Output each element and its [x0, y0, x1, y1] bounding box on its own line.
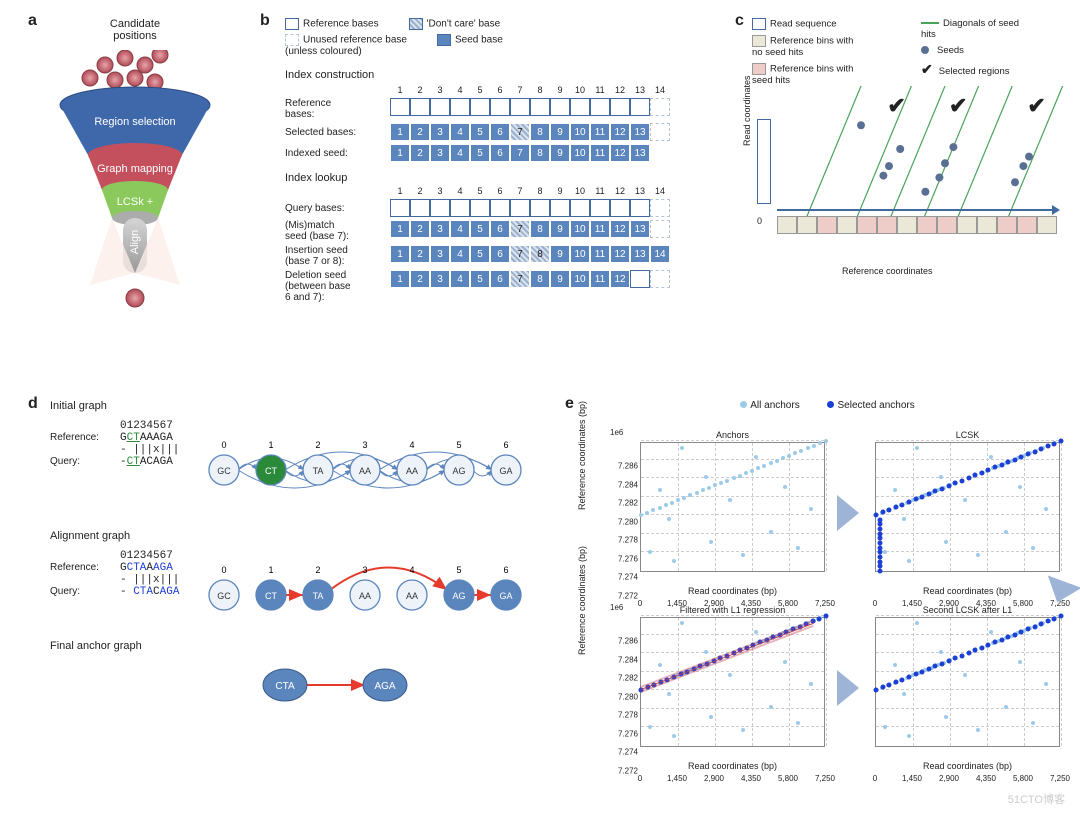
svg-text:CT: CT [265, 466, 277, 476]
legend-selected-regions: ✔Selected regions [921, 61, 1072, 78]
svg-text:AA: AA [406, 591, 418, 601]
e-y-label-1: Reference coordinates (bp) [577, 546, 587, 655]
funnel-layer-0: Region selection [94, 116, 175, 128]
c-x-axis [777, 209, 1057, 211]
d-ref-label-2: Reference: [50, 562, 120, 574]
svg-text:6: 6 [504, 565, 509, 575]
svg-text:1: 1 [269, 440, 274, 450]
svg-text:AA: AA [406, 466, 418, 476]
legend-read-seq: Read sequence [752, 18, 903, 30]
funnel-layer-3: Align [129, 230, 141, 254]
c-y-label: Read coordinates [742, 75, 752, 146]
svg-text:6: 6 [504, 440, 509, 450]
d-initial-title: Initial graph [50, 400, 560, 412]
d-alignment-graph-svg: GC 0 CT 1 TA 2 AA 3 AA 4 AG 5 GA 6 [204, 550, 534, 620]
svg-text:2: 2 [316, 440, 321, 450]
d-alignment-title: Alignment graph [50, 530, 560, 542]
panel-e-label: e [565, 395, 574, 413]
legend-diagonals: Diagonals of seed hits [921, 18, 1072, 40]
panel-b-label: b [260, 12, 270, 30]
svg-text:2: 2 [316, 565, 321, 575]
row-selected-bases: Selected bases:12345678910111213 [285, 123, 715, 141]
row-indexed-seed: Indexed seed:12345678910111213 [285, 144, 715, 162]
d-pos-header-2: 01234567 [120, 550, 179, 562]
d-ref-label: Reference: [50, 432, 120, 444]
row-query-bases: Query bases: [285, 199, 715, 217]
svg-text:TA: TA [313, 466, 324, 476]
d-pos-header: 01234567 [120, 420, 179, 432]
d-align-query: - CTACAGA [120, 586, 179, 598]
d-final-graph-svg: CTA AGA [250, 660, 450, 710]
row-reference-bases: Reference bases: [285, 98, 715, 120]
legend-with-hits: Reference bins with seed hits [752, 63, 903, 86]
c-x-label: Reference coordinates [842, 266, 933, 276]
c-bins-row [777, 216, 1057, 234]
svg-text:3: 3 [363, 565, 368, 575]
c-x-arrow [1052, 205, 1060, 215]
legend-seed-base: Seed base [437, 34, 503, 57]
svg-text:1: 1 [269, 565, 274, 575]
e-legend-all: All anchors [750, 400, 799, 411]
panel-c-label: c [735, 12, 744, 30]
d-query-label: Query: [50, 456, 120, 468]
e-legend-selected: Selected anchors [837, 400, 914, 411]
d-align-ref: GCTAAAGA [120, 562, 173, 574]
d-match-row-2: - |||x||| [120, 574, 179, 586]
legend-ref-bases: Reference bases [285, 18, 379, 30]
panel-d-label: d [28, 395, 38, 413]
svg-text:AG: AG [453, 466, 466, 476]
num-header-2: 1234567891011121314 [390, 186, 715, 196]
funnel-svg [50, 50, 220, 320]
svg-text:GC: GC [218, 466, 232, 476]
section-construction: Index construction [285, 69, 715, 81]
section-lookup: Index lookup [285, 172, 715, 184]
svg-text:4: 4 [410, 565, 415, 575]
svg-text:AA: AA [359, 466, 371, 476]
svg-text:AGA: AGA [374, 681, 395, 692]
svg-text:0: 0 [222, 565, 227, 575]
panel-b: Reference bases 'Don't care' base Unused… [285, 18, 715, 306]
svg-text:CTA: CTA [275, 681, 295, 692]
svg-text:GC: GC [218, 591, 232, 601]
svg-text:4: 4 [410, 440, 415, 450]
d-final-title: Final anchor graph [50, 640, 560, 652]
e-y-label-2: Reference coordinates (bp) [577, 401, 587, 510]
c-zero: 0 [757, 216, 762, 226]
svg-text:CT: CT [265, 591, 277, 601]
legend-unused: Unused reference base (unless coloured) [285, 34, 407, 57]
row-deletion: Deletion seed (between base 6 and 7):123… [285, 270, 715, 303]
svg-text:GA: GA [500, 591, 513, 601]
legend-no-hits: Reference bins with no seed hits [752, 35, 903, 58]
panel-d: Initial graph 01234567 Reference:GCTAAAG… [50, 400, 560, 713]
d-initial-ref: GCTAAAGA [120, 432, 173, 444]
c-plot-area [777, 111, 1057, 221]
svg-text:GA: GA [500, 466, 513, 476]
legend-seeds: Seeds [921, 45, 1072, 56]
row-insertion: Insertion seed (base 7 or 8):12345678910… [285, 245, 715, 267]
funnel-layer-1: Graph mapping [97, 163, 173, 175]
svg-text:5: 5 [457, 440, 462, 450]
c-read-box [757, 119, 771, 204]
d-initial-query: -CTACAGA [120, 456, 173, 468]
funnel-layer-2: LCSk + [117, 196, 153, 208]
legend-dont-care: 'Don't care' base [409, 18, 501, 30]
svg-text:0: 0 [222, 440, 227, 450]
panel-c: Read sequence Reference bins with no see… [752, 18, 1072, 276]
svg-text:AG: AG [453, 591, 466, 601]
num-header-1: 1234567891011121314 [390, 85, 715, 95]
panel-a-title: Candidate positions [50, 18, 220, 42]
d-match-row-1: - |||x||| [120, 444, 179, 456]
watermark: 51CTO博客 [1008, 791, 1065, 807]
svg-text:3: 3 [363, 440, 368, 450]
row-mismatch: (Mis)match seed (base 7):123456789101112… [285, 220, 715, 242]
panel-a: Candidate positions Region selection Gra… [50, 18, 220, 323]
panel-a-label: a [28, 12, 37, 30]
svg-text:TA: TA [313, 591, 324, 601]
d-initial-graph-svg: GC 0 CT 1 TA 2 AA 3 AA 4 AG 5 GA 6 [204, 420, 534, 510]
d-query-label-2: Query: [50, 586, 120, 598]
svg-text:5: 5 [457, 565, 462, 575]
svg-text:AA: AA [359, 591, 371, 601]
panel-e: All anchors Selected anchors Reference c… [585, 400, 1070, 755]
